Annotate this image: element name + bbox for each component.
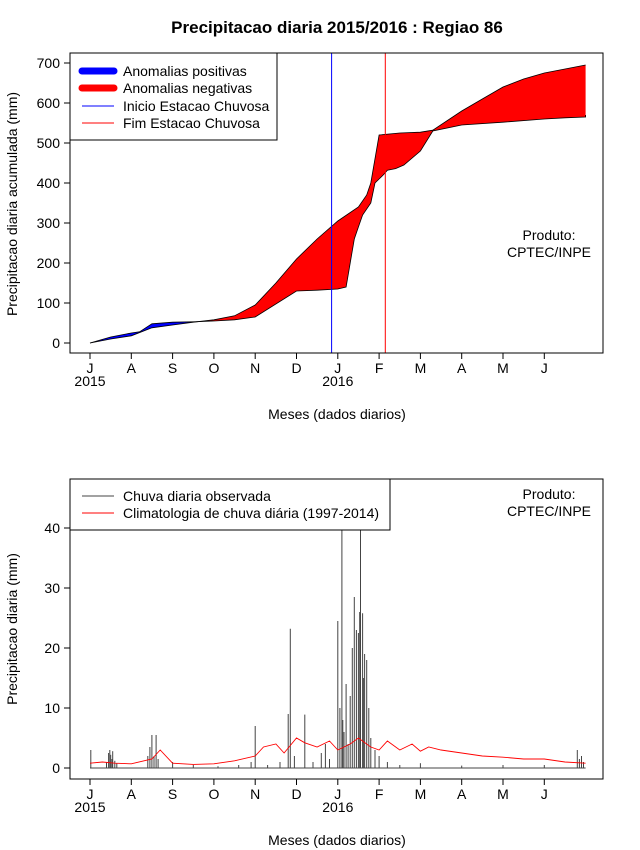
chart1-ytick-label-300: 300 (37, 215, 61, 231)
chart2-xtick-label-5: D (291, 786, 301, 802)
chart1-ytick-label-400: 400 (37, 175, 61, 191)
series-line-0 (89, 115, 586, 344)
chart1-xtick-label-0: J (87, 360, 94, 376)
chart2-xtick-label-10: M (497, 786, 509, 802)
climatology-line (89, 737, 586, 765)
chart1-year-label-2016: 2016 (322, 373, 353, 389)
chart1-xtick-label-1: A (127, 360, 137, 376)
chart2-year-label-2015: 2015 (74, 799, 105, 815)
chart2-legend-box (69, 478, 391, 531)
chart2-x-axis-label: Meses (dados diarios) (268, 832, 406, 848)
chart2-daily-bars (90, 486, 586, 769)
chart2-xtick-label-8: M (415, 786, 427, 802)
chart2-y-axis: 0 10 20 30 40 (44, 520, 70, 776)
chart2-legend: Chuva diaria observada Climatologia de c… (69, 478, 391, 531)
chart2-ytick-label-10: 10 (44, 700, 60, 716)
chart1-annotation-line2: CPTEC/INPE (507, 244, 591, 260)
chart1-x-axis-label: Meses (dados diarios) (268, 406, 406, 422)
chart2-ytick-label-20: 20 (44, 640, 60, 656)
chart1-xtick-label-11: J (541, 360, 548, 376)
chart2-annotation-line2: CPTEC/INPE (507, 503, 591, 519)
chart1-plot-frame (69, 52, 604, 354)
chart1-title: Precipitacao diaria 2015/2016 : Regiao 8… (171, 18, 503, 37)
legend-label-season-end: Fim Estacao Chuvosa (123, 115, 260, 131)
chart1-ytick-label-100: 100 (37, 295, 61, 311)
chart1-ytick-label-0: 0 (52, 335, 60, 351)
chart1-season-markers (331, 53, 386, 353)
chart1-ytick-label-700: 700 (37, 55, 61, 71)
chart1-xtick-label-5: D (291, 360, 301, 376)
legend-label-season-start: Inicio Estacao Chuvosa (123, 98, 270, 114)
chart1-series-lines (89, 64, 586, 344)
chart2-ytick-label-30: 30 (44, 580, 60, 596)
chart1-xtick-label-10: M (497, 360, 509, 376)
chart2-ytick-label-0: 0 (52, 760, 60, 776)
chart2-xtick-label-1: A (127, 786, 137, 802)
series-line-1 (89, 64, 586, 344)
cumulative-precipitation-chart: Precipitacao diaria 2015/2016 : Regiao 8… (4, 18, 604, 422)
chart2-xtick-label-11: J (541, 786, 548, 802)
chart1-ytick-label-500: 500 (37, 135, 61, 151)
legend-label-positive: Anomalias positivas (123, 63, 247, 79)
chart2-xtick-label-7: F (375, 786, 384, 802)
legend-label-climatology: Climatologia de chuva diária (1997-2014) (123, 505, 379, 521)
chart1-ytick-label-200: 200 (37, 255, 61, 271)
chart1-xtick-label-8: M (415, 360, 427, 376)
chart1-annotation-line1: Produto: (523, 227, 576, 243)
chart2-ytick-label-40: 40 (44, 520, 60, 536)
chart1-xtick-label-3: O (208, 360, 219, 376)
legend-label-observed: Chuva diaria observada (123, 488, 271, 504)
chart1-xtick-label-2: S (168, 360, 177, 376)
anomaly-region-negative-1 (199, 65, 586, 322)
chart1-xtick-label-7: F (375, 360, 384, 376)
chart1-ytick-label-600: 600 (37, 95, 61, 111)
chart1-legend: Anomalias positivas Anomalias negativas … (69, 52, 278, 141)
chart2-y-axis-label: Precipitacao diaria (mm) (4, 553, 20, 705)
legend-label-negative: Anomalias negativas (123, 80, 252, 96)
chart2-annotation-line1: Produto: (523, 486, 576, 502)
chart2-xtick-label-2: S (168, 786, 177, 802)
chart1-year-label-2015: 2015 (74, 373, 105, 389)
chart1-y-axis: 0 100 200 300 400 500 600 700 (37, 55, 70, 351)
chart1-xtick-label-6: J (334, 360, 341, 376)
chart1-xtick-label-4: N (250, 360, 260, 376)
chart2-xtick-label-0: J (87, 786, 94, 802)
chart2-climatology-line (89, 737, 586, 765)
chart2-year-label-2016: 2016 (322, 799, 353, 815)
chart1-xtick-label-9: A (457, 360, 467, 376)
chart1-y-axis-label: Precipitacao diaria acumulada (mm) (4, 92, 20, 316)
chart2-xtick-label-9: A (457, 786, 467, 802)
chart2-xtick-label-3: O (208, 786, 219, 802)
chart2-xtick-label-4: N (250, 786, 260, 802)
chart2-xtick-label-6: J (334, 786, 341, 802)
